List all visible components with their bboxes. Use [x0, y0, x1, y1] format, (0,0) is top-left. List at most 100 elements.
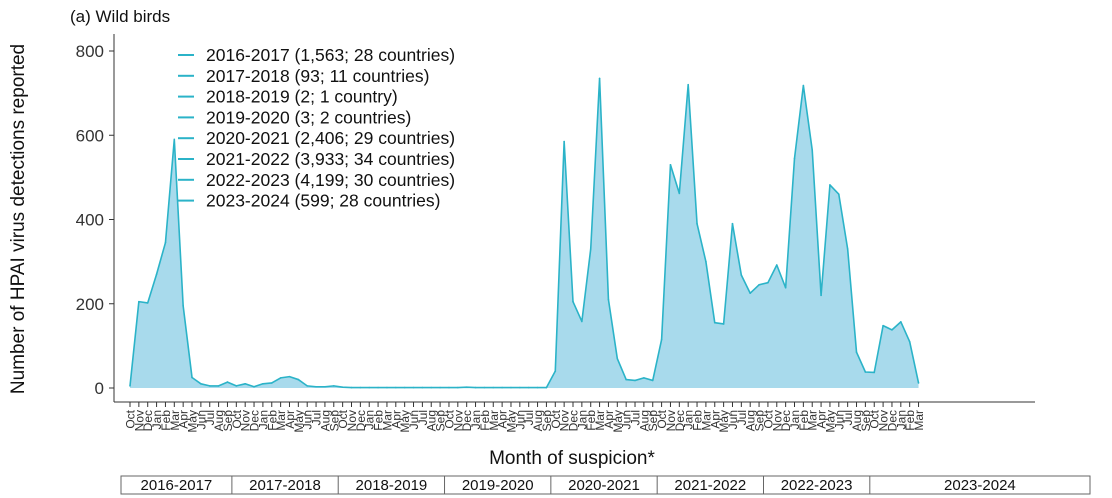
data-point	[350, 386, 353, 389]
data-point	[678, 192, 681, 195]
data-point	[820, 294, 822, 297]
y-axis-label: Number of HPAI virus detections reported	[8, 44, 29, 394]
x-tick-label: Jul	[522, 410, 536, 425]
data-point	[519, 386, 521, 389]
data-point	[598, 77, 601, 80]
x-tick-label: Jun	[194, 410, 208, 429]
data-point	[403, 386, 406, 389]
legend-entry: 2017-2018 (93; 11 countries)	[206, 66, 429, 86]
x-tick-label: Aug	[212, 410, 226, 431]
data-point	[864, 371, 867, 373]
data-point	[359, 386, 362, 389]
x-tick-label: Sep	[540, 410, 554, 432]
data-point	[802, 84, 805, 87]
data-point	[412, 386, 415, 389]
x-tick-label: Mar	[487, 410, 501, 431]
x-tick-label: Oct	[761, 409, 775, 428]
data-point	[332, 385, 335, 387]
data-point	[226, 381, 229, 383]
x-tick-label: Dec	[567, 410, 581, 431]
data-point	[767, 281, 769, 284]
chart-title: (a) Wild birds	[70, 7, 170, 26]
x-tick-label: Aug	[318, 410, 332, 431]
x-tick-label: Jun	[726, 410, 740, 429]
data-area	[129, 77, 920, 389]
data-point	[581, 320, 583, 323]
data-point	[527, 386, 530, 389]
data-point	[775, 264, 778, 266]
data-point	[208, 385, 211, 387]
data-point	[164, 241, 167, 244]
x-tick-label: Mar	[380, 410, 394, 431]
data-point	[439, 386, 441, 389]
data-point	[846, 248, 849, 250]
x-tick-label: Aug	[744, 410, 758, 431]
x-tick-label: Apr	[496, 410, 510, 429]
x-tick-label: Jun	[513, 410, 527, 429]
x-tick-label: Aug	[425, 410, 439, 431]
data-point	[784, 286, 787, 289]
legend-entry: 2018-2019 (2; 1 country)	[206, 87, 398, 107]
x-tick-label: Feb	[797, 410, 811, 431]
x-tick-label: Nov	[239, 410, 253, 431]
legend-entry: 2023-2024 (599; 28 countries)	[206, 191, 440, 211]
data-point	[917, 382, 920, 384]
x-tick-label: Apr	[283, 410, 297, 429]
x-tick-label: Oct	[868, 409, 882, 428]
data-point	[643, 377, 645, 379]
x-tick-label: Apr	[177, 410, 191, 429]
detections-line	[129, 77, 920, 389]
data-point	[324, 385, 326, 388]
data-point	[395, 386, 397, 389]
y-tick-label: 0	[95, 379, 104, 398]
x-ticks: OctNovDecJanFebMarAprMayJunJulAugSepOctN…	[124, 402, 926, 433]
data-point	[545, 386, 548, 389]
x-tick-label: Dec	[248, 410, 262, 431]
x-tick-label: Jun	[301, 410, 315, 429]
x-tick-label: Jun	[407, 410, 421, 429]
x-tick-label: Jan	[150, 410, 164, 429]
data-point	[182, 305, 184, 307]
x-tick-label: Jan	[256, 410, 270, 429]
x-tick-label: Sep	[221, 410, 235, 432]
data-point	[448, 386, 450, 389]
x-tick-label: Nov	[770, 410, 784, 431]
data-point	[492, 386, 495, 389]
season-strip: 2016-2017 2017-2018 2018-2019 2019-2020 2020…	[120, 475, 1091, 495]
data-point	[616, 357, 619, 360]
data-point	[341, 386, 344, 388]
x-tick-label: Dec	[673, 410, 687, 431]
data-point	[838, 193, 840, 196]
x-tick-label: Mar	[168, 410, 182, 431]
x-tick-label: Mar	[806, 410, 820, 431]
x-tick-label: Mar	[593, 410, 607, 431]
data-point	[651, 379, 654, 382]
x-tick-label: May	[398, 410, 412, 433]
x-tick-label: Mar	[274, 410, 288, 431]
data-point	[270, 382, 273, 384]
x-tick-label: Apr	[602, 410, 616, 429]
data-point	[262, 382, 264, 385]
x-tick-label: Feb	[903, 410, 917, 431]
data-point	[138, 300, 140, 303]
data-point	[129, 385, 131, 387]
y-tick-label: 800	[76, 42, 104, 61]
x-tick-label: Sep	[434, 410, 448, 432]
data-point	[625, 378, 627, 381]
data-point	[253, 385, 255, 388]
data-point	[660, 338, 663, 341]
legend-entry: 2022-2023 (4,199; 30 countries)	[206, 170, 455, 190]
data-point	[758, 283, 760, 286]
x-tick-label: Aug	[850, 410, 864, 431]
data-point	[713, 321, 716, 324]
x-tick-label: Mar	[699, 410, 713, 431]
data-point	[722, 323, 725, 325]
data-point	[155, 273, 158, 276]
data-point	[297, 378, 300, 381]
x-tick-label: Jul	[735, 410, 749, 425]
x-tick-label: Sep	[327, 410, 341, 432]
x-tick-label: May	[186, 410, 200, 433]
data-point	[483, 386, 486, 389]
data-point	[793, 157, 796, 160]
